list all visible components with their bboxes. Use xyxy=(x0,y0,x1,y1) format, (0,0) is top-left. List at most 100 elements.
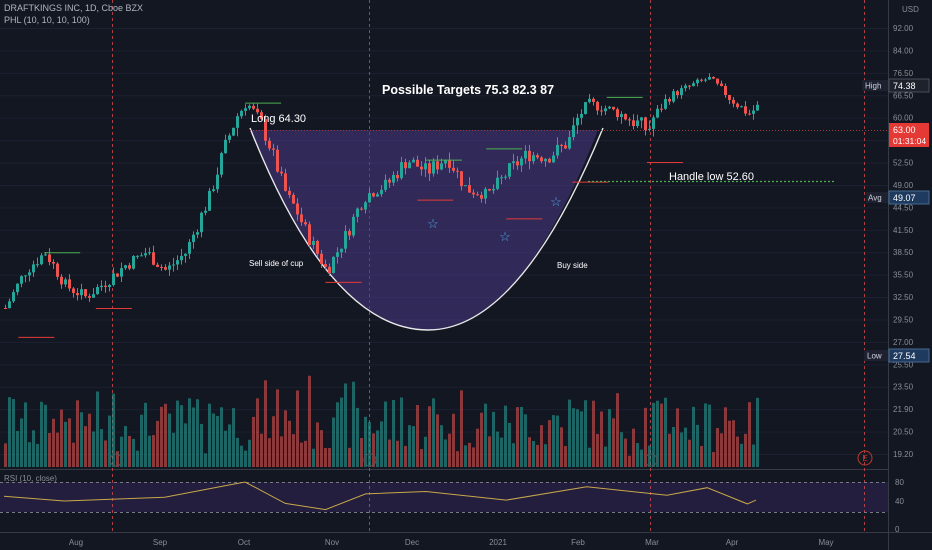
candle-body xyxy=(96,287,99,295)
volume-bar xyxy=(680,432,683,467)
candle-body xyxy=(340,248,343,253)
volume-bar xyxy=(664,397,667,467)
volume-bar xyxy=(632,428,635,467)
volume-bar xyxy=(740,443,743,467)
volume-bar xyxy=(248,439,251,467)
volume-bar xyxy=(560,427,563,467)
time-axis[interactable]: Aug Sep Oct Nov Dec 2021 Feb Mar Apr May xyxy=(69,538,834,547)
dividend-icon[interactable] xyxy=(363,453,377,467)
price-tick-label: 23.50 xyxy=(893,383,914,392)
price-tick-label: 32.50 xyxy=(893,293,914,302)
candle-body xyxy=(20,276,23,284)
volume-bar xyxy=(268,438,271,467)
volume-bar xyxy=(132,438,135,467)
candle-body xyxy=(252,105,255,109)
candle-body xyxy=(436,161,439,170)
candle-body xyxy=(12,292,15,302)
volume-bar xyxy=(304,440,307,467)
avg-label: Avg xyxy=(868,194,882,203)
volume-bar xyxy=(604,446,607,467)
sell-side-annotation: Sell side of cup xyxy=(249,259,304,268)
volume-bar xyxy=(80,412,83,467)
candle-body xyxy=(52,262,55,264)
candle-body xyxy=(344,231,347,249)
volume-bar xyxy=(72,442,75,467)
volume-bar xyxy=(616,393,619,467)
price-tick-label: 44.50 xyxy=(893,203,914,212)
volume-bar xyxy=(188,398,191,467)
candle-body xyxy=(648,128,651,130)
dividend-icon[interactable] xyxy=(109,453,123,467)
volume-bar xyxy=(444,439,447,467)
candle-body xyxy=(140,255,143,257)
volume-bar xyxy=(312,448,315,467)
candle-body xyxy=(636,120,639,127)
volume-bar xyxy=(448,433,451,467)
volume-bar xyxy=(364,416,367,467)
volume-bar xyxy=(688,439,691,467)
candle-body xyxy=(728,95,731,100)
price-axis[interactable]: 92.0084.0076.5066.5060.0056.5052.5049.00… xyxy=(893,24,914,459)
candle-body xyxy=(188,242,191,254)
volume-bar xyxy=(160,406,163,467)
candle-body xyxy=(372,193,375,197)
volume-bar xyxy=(344,383,347,467)
candle-body xyxy=(180,255,183,261)
candle-body xyxy=(72,288,75,293)
candle-body xyxy=(368,193,371,203)
candle-body xyxy=(704,79,707,81)
volume-bar xyxy=(256,398,259,467)
volume-bar xyxy=(624,438,627,467)
time-tick-label: Feb xyxy=(571,538,585,547)
high-label: High xyxy=(865,82,881,91)
candle-body xyxy=(668,99,671,102)
candle-body xyxy=(484,188,487,199)
volume-bar xyxy=(228,424,231,467)
dividend-icon[interactable] xyxy=(644,453,658,467)
volume-bar xyxy=(200,423,203,467)
time-tick-label: Oct xyxy=(238,538,251,547)
candle-body xyxy=(304,222,307,225)
candle-body xyxy=(312,241,315,245)
candle-body xyxy=(624,114,627,120)
price-tick-label: 66.50 xyxy=(893,91,914,100)
candle-body xyxy=(744,106,747,114)
candle-body xyxy=(692,83,695,87)
candle-body xyxy=(408,162,411,169)
candle-body xyxy=(328,266,331,273)
rsi-tick-label: 0 xyxy=(895,525,900,534)
earnings-icon[interactable] xyxy=(857,450,873,466)
candle-body xyxy=(4,307,7,309)
rsi-band xyxy=(0,482,888,512)
volume-bar xyxy=(396,440,399,467)
candle-body xyxy=(564,145,567,149)
volume-bar xyxy=(504,405,507,467)
candle-body xyxy=(644,117,647,130)
candle-body xyxy=(68,279,71,289)
volume-bar xyxy=(300,442,303,467)
candle-body xyxy=(240,110,243,117)
indicator-title[interactable]: PHL (10, 10, 10, 100) xyxy=(4,15,90,25)
volume-bar xyxy=(112,393,115,467)
price-tick-label: 27.00 xyxy=(893,338,914,347)
candle-body xyxy=(88,296,91,298)
candle-body xyxy=(100,285,103,288)
volume-bar xyxy=(540,425,543,467)
symbol-title[interactable]: DRAFTKINGS INC, 1D, Cboe BZX xyxy=(4,3,144,13)
candle-body xyxy=(192,234,195,243)
candle-body xyxy=(204,210,207,213)
high-value-tag xyxy=(888,78,930,93)
candle-body xyxy=(684,85,687,89)
price-tick-label: 92.00 xyxy=(893,24,914,33)
volume-bar xyxy=(536,444,539,467)
rsi-tick-label: 40 xyxy=(895,497,904,506)
candle-body xyxy=(280,171,283,174)
volume-bar xyxy=(732,420,735,467)
candle-body xyxy=(656,108,659,118)
candle-body xyxy=(356,208,359,217)
volume-bar xyxy=(716,428,719,467)
volume-bar xyxy=(316,422,319,467)
candle-body xyxy=(600,110,603,112)
candle-body xyxy=(300,214,303,223)
